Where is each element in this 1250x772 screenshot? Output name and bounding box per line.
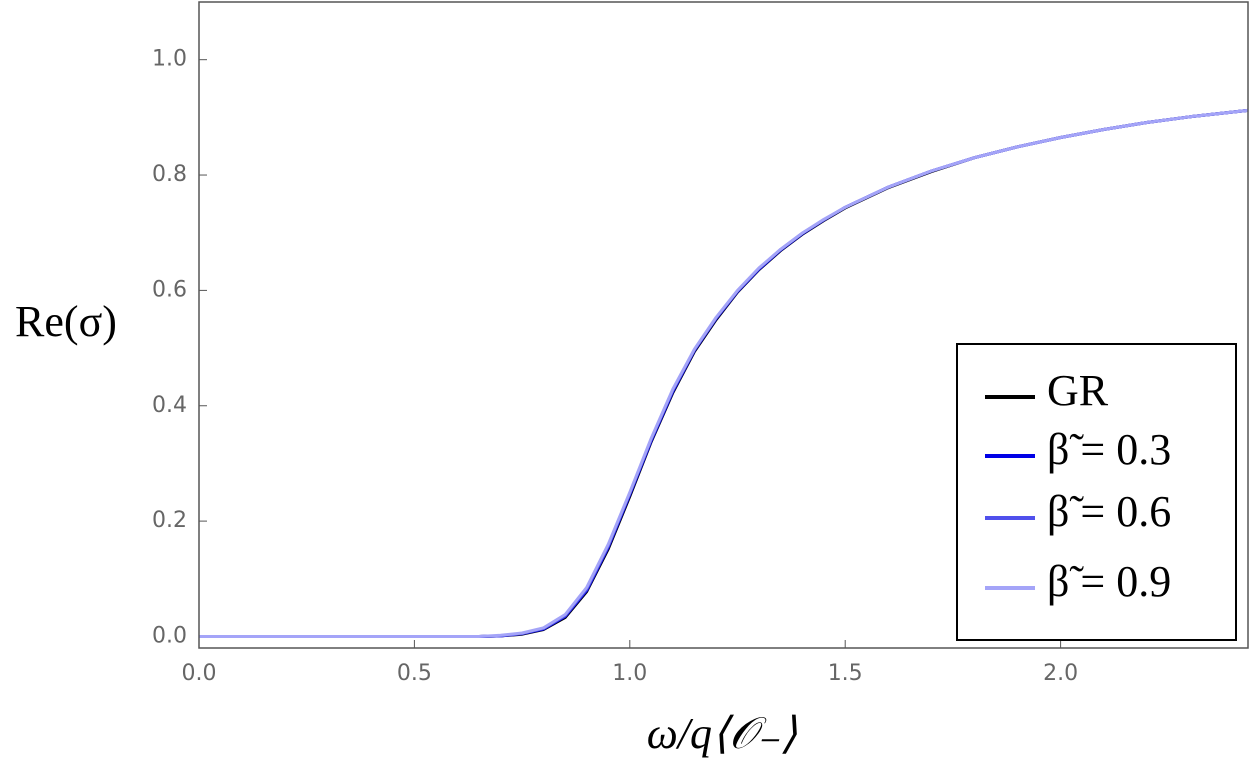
y-tick-label: 0.4 [152, 393, 187, 418]
x-axis-label: ω/q⟨𝒪₋⟩ [647, 709, 798, 758]
legend-label: β̃ = 0.3 [1047, 425, 1171, 474]
plot-frame [198, 1, 1249, 649]
y-axis-label: Re(σ) [15, 297, 117, 346]
legend-label: β̃ = 0.9 [1047, 557, 1171, 606]
x-tick-label: 2.0 [1043, 661, 1078, 686]
y-tick-label: 1.0 [152, 47, 187, 72]
x-tick-label: 1.0 [612, 661, 647, 686]
x-tick-label: 0.0 [182, 661, 217, 686]
legend-label: β̃ = 0.6 [1047, 487, 1171, 536]
y-tick-label: 0.6 [152, 277, 187, 302]
x-tick-label: 1.5 [828, 661, 863, 686]
series-line [199, 108, 1249, 638]
legend-label: GR [1047, 366, 1109, 415]
x-tick-label: 0.5 [397, 661, 432, 686]
legend-box [956, 343, 1237, 641]
y-tick-label: 0.8 [152, 162, 187, 187]
y-tick-label: 0.0 [152, 623, 187, 648]
y-tick-label: 0.2 [152, 508, 187, 533]
